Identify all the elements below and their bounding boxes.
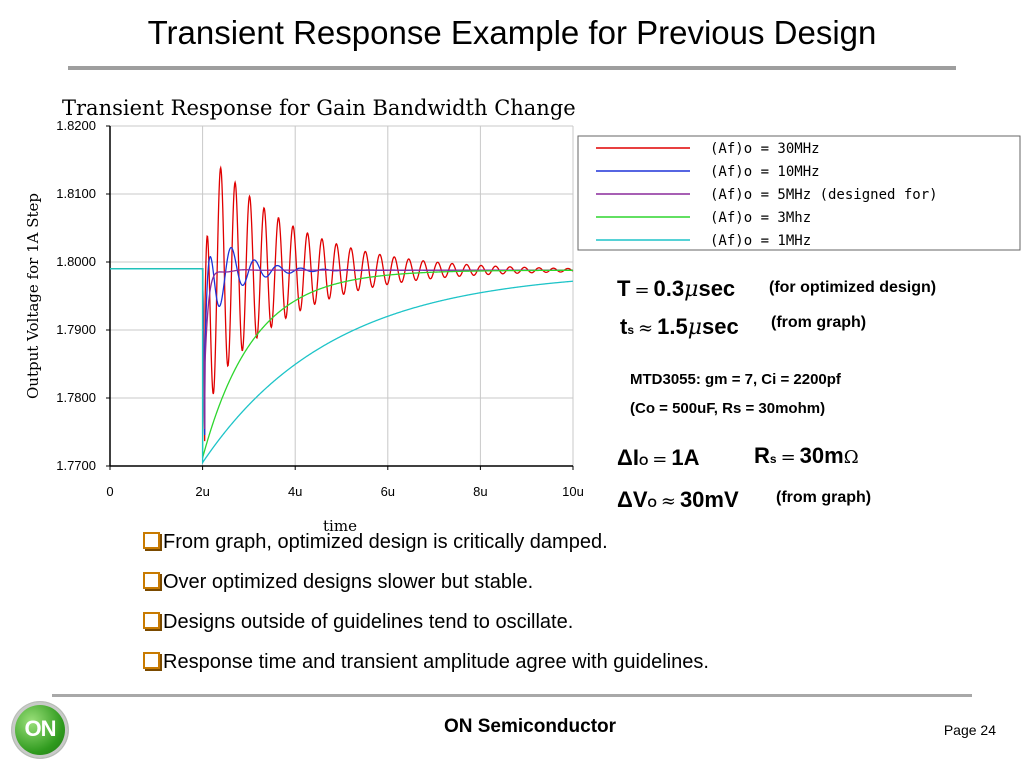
transient-response-chart: Transient Response for Gain Bandwidth Ch… (24, 96, 1021, 535)
period-symbol: T (617, 276, 631, 301)
checkbox-bullet-icon (143, 572, 160, 589)
chart-grid (109, 125, 574, 467)
x-tick-label: 8u (473, 484, 487, 499)
series-line-1 (110, 165, 574, 442)
logo-text: ON (24, 716, 57, 741)
chart-legend: (Af)o = 30MHz (Af)o = 10MHz (Af)o = 5MHz (… (577, 135, 1021, 251)
bullet-item: Designs outside of guidelines tend to os… (143, 608, 709, 648)
legend-label: (Af)o = 3Mhz (710, 210, 811, 226)
legend-box (577, 135, 1021, 251)
bullet-text: Response time and transient amplitude ag… (163, 651, 709, 673)
delta-io-equation: ΔIO = 1A (617, 445, 700, 471)
y-tick-label: 1.8100 (56, 186, 96, 201)
x-tick-label: 6u (381, 484, 395, 499)
delta-io-value: 1A (671, 445, 700, 470)
period-note: (for optimized design) (769, 279, 937, 296)
bullet-item: Response time and transient amplitude ag… (143, 648, 709, 688)
company-name: ON Semiconductor (443, 716, 617, 737)
title-divider (68, 66, 956, 70)
chart-axes: 0 2u 4u 6u 8u 10u 1.8200 1.8100 1.8000 1.7900 1.78… (56, 118, 584, 499)
rs-subscript: s (769, 452, 777, 466)
page-number: Page 24 (943, 722, 996, 738)
x-tick-label: 10u (562, 484, 584, 499)
settling-symbol: t (620, 314, 628, 339)
delta-io-symbol: ΔI (617, 445, 639, 470)
settling-value: 1.5 (657, 314, 688, 339)
period-value: 0.3 (653, 276, 685, 301)
series-line-5 (110, 268, 574, 465)
rs-equation: Rs = 30mΩ (754, 443, 859, 469)
chart-title: Transient Response for Gain Bandwidth Ch… (62, 96, 576, 120)
checkbox-bullet-icon (143, 612, 160, 629)
checkbox-bullet-icon (143, 652, 160, 669)
rs-symbol: R (754, 443, 770, 468)
series-line-4 (110, 268, 573, 459)
settling-time-equation: ts ≈1.5μsec (620, 314, 739, 340)
x-axis-label: time (323, 517, 357, 535)
delta-io-subscript: O (638, 454, 649, 468)
period-operator: = (634, 280, 650, 301)
y-axis-label: Output Voltage for 1A Step (24, 193, 42, 399)
checkbox-bullet-icon (143, 532, 160, 549)
legend-label: (Af)o = 1MHz (710, 233, 811, 249)
x-tick-label: 2u (195, 484, 209, 499)
delta-vo-symbol: ΔV (617, 487, 648, 512)
on-semiconductor-logo: ON (12, 702, 68, 758)
delta-io-operator: = (652, 449, 668, 470)
mtd-line-2: (Co = 500uF, Rs = 30mohm) (630, 400, 826, 417)
chart-series (110, 165, 574, 465)
series-line-3 (110, 268, 573, 429)
settling-subscript: s (627, 323, 635, 337)
x-tick-label: 0 (106, 484, 113, 499)
legend-label: (Af)o = 10MHz (710, 164, 820, 180)
y-tick-label: 1.7900 (56, 322, 96, 337)
bullet-list: From graph, optimized design is critical… (143, 528, 709, 688)
rs-value: 30m (799, 443, 844, 468)
period-mu: μ (684, 277, 699, 302)
delta-vo-subscript: O (647, 496, 657, 510)
y-tick-label: 1.8000 (56, 254, 96, 269)
series-line-2 (110, 246, 573, 436)
y-tick-label: 1.8200 (56, 118, 96, 133)
x-tick-label: 4u (288, 484, 302, 499)
footer-divider (52, 694, 972, 697)
settling-mu: μ (687, 315, 703, 340)
settling-operator: ≈ (638, 318, 654, 339)
bullet-text: Over optimized designs slower but stable… (163, 571, 534, 593)
bullet-text: From graph, optimized design is critical… (163, 531, 608, 553)
delta-vo-note: (from graph) (776, 489, 872, 506)
delta-vo-equation: ΔVO ≈30mV (617, 487, 739, 513)
period-unit: sec (698, 276, 736, 301)
legend-label: (Af)o = 5MHz (designed for) (710, 187, 938, 203)
delta-vo-operator: ≈ (660, 491, 676, 512)
mtd-line-1: MTD3055: gm = 7, Ci = 2200pf (630, 371, 841, 388)
rs-omega: Ω (843, 447, 859, 468)
bullet-item: From graph, optimized design is critical… (143, 528, 709, 568)
delta-vo-value: 30mV (679, 487, 739, 512)
legend-label: (Af)o = 30MHz (710, 141, 820, 157)
rs-operator: = (780, 447, 796, 468)
y-tick-label: 1.7700 (56, 458, 96, 473)
y-tick-label: 1.7800 (56, 390, 96, 405)
settling-note: (from graph) (771, 314, 867, 331)
settling-unit: sec (702, 314, 739, 339)
bullet-item: Over optimized designs slower but stable… (143, 568, 709, 608)
bullet-text: Designs outside of guidelines tend to os… (163, 611, 574, 633)
period-equation: T = 0.3μsec (617, 276, 735, 302)
slide-title: Transient Response Example for Previous … (147, 14, 877, 51)
